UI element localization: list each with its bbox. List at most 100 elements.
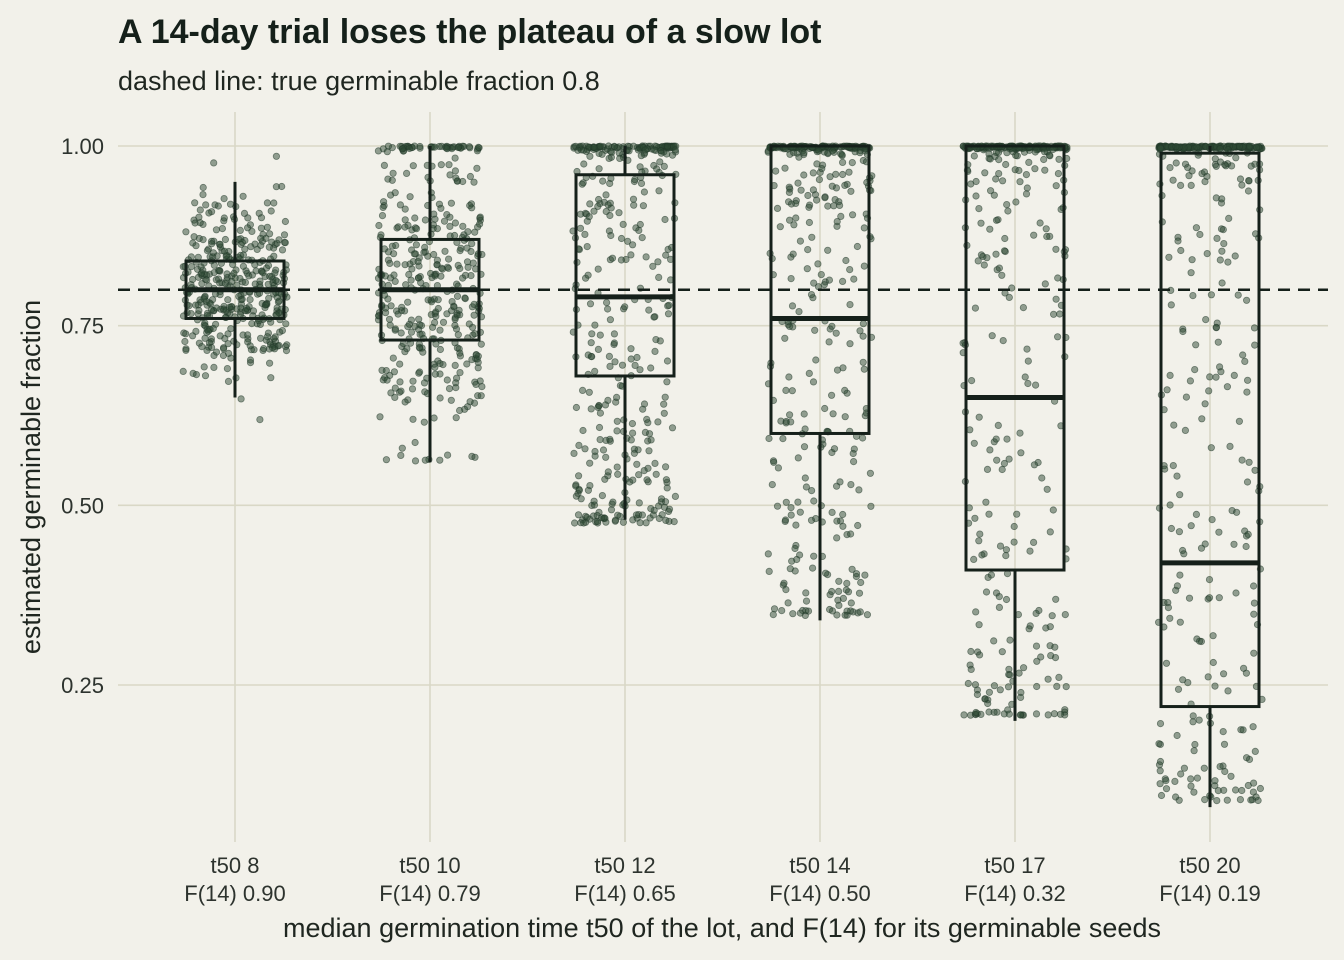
data-point xyxy=(785,411,794,419)
data-point xyxy=(1226,442,1234,450)
y-tick-label: 0.25 xyxy=(61,673,104,698)
data-point xyxy=(979,252,987,261)
data-point xyxy=(594,403,602,411)
data-point xyxy=(1032,710,1041,718)
data-point xyxy=(1056,310,1064,318)
data-point xyxy=(205,209,213,217)
data-point xyxy=(595,165,603,173)
data-point xyxy=(793,555,801,564)
data-point xyxy=(764,550,772,558)
data-point xyxy=(1016,693,1025,702)
data-point xyxy=(828,147,837,155)
data-point xyxy=(472,380,480,388)
data-point xyxy=(444,264,453,272)
data-point xyxy=(1234,291,1242,299)
data-point xyxy=(223,364,231,373)
data-point xyxy=(1176,491,1184,499)
data-point xyxy=(446,222,454,230)
boxplots xyxy=(184,144,1261,808)
data-point xyxy=(391,325,400,333)
data-point xyxy=(615,209,623,217)
data-point xyxy=(791,544,799,553)
data-point xyxy=(855,486,863,494)
data-point xyxy=(404,298,412,306)
data-point xyxy=(401,348,409,356)
data-point xyxy=(1186,377,1195,385)
data-point xyxy=(1212,373,1220,381)
data-point xyxy=(814,260,822,268)
data-point xyxy=(268,344,277,352)
data-point xyxy=(1218,247,1226,255)
y-tick-label: 0.50 xyxy=(61,493,104,518)
data-point xyxy=(800,410,808,418)
data-point xyxy=(1054,333,1062,341)
data-point xyxy=(594,195,603,204)
data-point xyxy=(856,149,864,157)
data-point xyxy=(967,665,975,674)
data-point xyxy=(256,415,264,424)
data-point xyxy=(813,160,821,168)
data-point xyxy=(653,165,661,173)
data-point xyxy=(1163,386,1171,394)
data-point xyxy=(1050,710,1059,718)
data-point xyxy=(393,260,401,268)
data-point xyxy=(1025,158,1033,166)
data-point xyxy=(259,269,267,277)
data-point xyxy=(651,347,659,355)
y-axis: 0.25 0.50 0.75 1.00 xyxy=(61,134,104,698)
data-point xyxy=(838,277,847,285)
data-point xyxy=(182,330,190,338)
data-point xyxy=(267,207,275,215)
data-point xyxy=(1166,164,1174,172)
data-point xyxy=(278,246,287,254)
data-point xyxy=(975,537,983,545)
data-point xyxy=(471,453,479,461)
data-point xyxy=(641,146,649,154)
data-point xyxy=(1189,291,1197,300)
data-point xyxy=(634,146,643,154)
data-point xyxy=(389,354,397,362)
data-point xyxy=(470,311,478,319)
data-point xyxy=(1216,762,1224,771)
data-point xyxy=(1176,618,1184,626)
data-point xyxy=(804,191,812,200)
data-point xyxy=(420,418,428,426)
data-point xyxy=(859,332,867,340)
data-point xyxy=(1209,658,1217,667)
data-point xyxy=(396,201,404,209)
data-point xyxy=(638,234,646,242)
x-tick-label-f14: F(14) 0.90 xyxy=(184,881,286,906)
data-point xyxy=(1242,542,1250,551)
data-point xyxy=(1201,795,1209,804)
data-point xyxy=(613,463,621,471)
data-point xyxy=(405,320,413,328)
data-point xyxy=(1211,682,1219,690)
data-point xyxy=(661,215,669,224)
data-point xyxy=(431,370,439,378)
data-point xyxy=(239,262,247,270)
data-point xyxy=(1156,719,1165,728)
data-point xyxy=(214,202,222,210)
data-point xyxy=(264,280,272,288)
data-point xyxy=(257,224,265,232)
data-point xyxy=(570,449,578,457)
data-point xyxy=(973,690,982,699)
data-point xyxy=(472,351,480,359)
data-point xyxy=(380,161,388,169)
data-point xyxy=(990,637,998,645)
data-point xyxy=(617,256,626,264)
data-point xyxy=(463,244,471,252)
x-tick-label-t50: t50 20 xyxy=(1179,853,1240,878)
data-point xyxy=(447,199,455,207)
data-point xyxy=(408,265,416,273)
data-point xyxy=(619,220,627,228)
data-point xyxy=(227,325,235,333)
data-point xyxy=(805,201,814,209)
data-point xyxy=(981,169,989,177)
data-point xyxy=(1212,323,1220,331)
data-point xyxy=(445,161,453,169)
data-point xyxy=(842,256,850,265)
data-point xyxy=(594,345,603,353)
data-point xyxy=(781,164,789,172)
data-point xyxy=(196,219,204,227)
